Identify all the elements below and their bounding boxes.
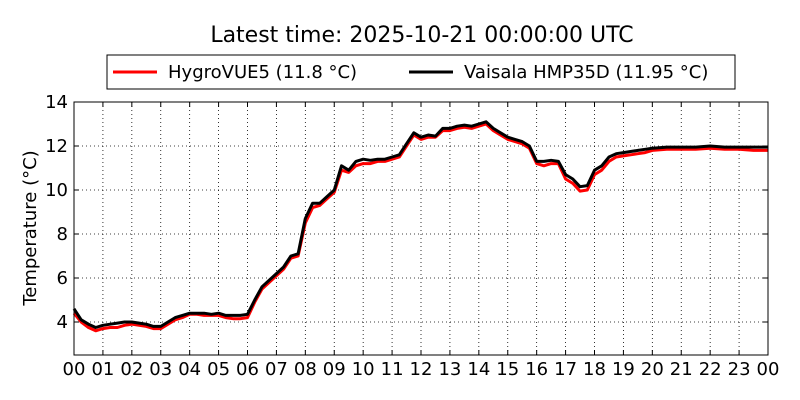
- y-tick-label: 4: [57, 312, 68, 333]
- x-tick-label: 00: [757, 359, 780, 380]
- x-tick-label: 05: [207, 359, 230, 380]
- x-tick-label: 17: [554, 359, 577, 380]
- x-tick-label: 04: [178, 359, 201, 380]
- series-line-vaisala-hmp35d: [72, 120, 768, 329]
- y-ticks: 4 6 8 10 12 14: [45, 92, 768, 333]
- x-tick-label: 23: [728, 359, 751, 380]
- x-tick-label: 22: [699, 359, 722, 380]
- x-tick-label: 16: [525, 359, 548, 380]
- x-tick-label: 19: [612, 359, 635, 380]
- y-tick-label: 6: [57, 268, 68, 289]
- x-tick-label: 13: [438, 359, 461, 380]
- y-tick-label: 10: [45, 180, 68, 201]
- series-line-hygrovue5: [72, 122, 768, 333]
- x-tick-label: 01: [91, 359, 114, 380]
- x-tick-label: 06: [236, 359, 259, 380]
- x-tick-label: 21: [670, 359, 693, 380]
- legend-label-hygrovue: HygroVUE5 (11.8 °C): [168, 62, 357, 83]
- legend-label-vaisala: Vaisala HMP35D (11.95 °C): [464, 62, 708, 83]
- x-tick-label: 15: [496, 359, 519, 380]
- series-layer: [72, 120, 768, 333]
- x-tick-label: 03: [149, 359, 172, 380]
- x-tick-label: 09: [323, 359, 346, 380]
- y-tick-label: 14: [45, 92, 68, 113]
- y-tick-label: 8: [57, 224, 68, 245]
- legend: HygroVUE5 (11.8 °C) Vaisala HMP35D (11.9…: [106, 54, 736, 90]
- y-axis-label: Temperature (°C): [20, 150, 41, 306]
- x-tick-label: 08: [294, 359, 317, 380]
- x-tick-label: 02: [120, 359, 143, 380]
- x-tick-label: 14: [467, 359, 490, 380]
- x-ticks: 00 01 02 03 04 05 06 07 08 09 10 11 12 13 14 15 16 17 18 19…: [63, 102, 780, 380]
- x-tick-label: 11: [381, 359, 404, 380]
- chart-title: Latest time: 2025-10-21 00:00:00 UTC: [210, 23, 633, 48]
- y-tick-label: 12: [45, 136, 68, 157]
- x-tick-label: 00: [63, 359, 86, 380]
- x-tick-label: 10: [352, 359, 375, 380]
- x-tick-label: 18: [583, 359, 606, 380]
- x-tick-label: 12: [410, 359, 433, 380]
- x-tick-label: 20: [641, 359, 664, 380]
- x-tick-label: 07: [265, 359, 288, 380]
